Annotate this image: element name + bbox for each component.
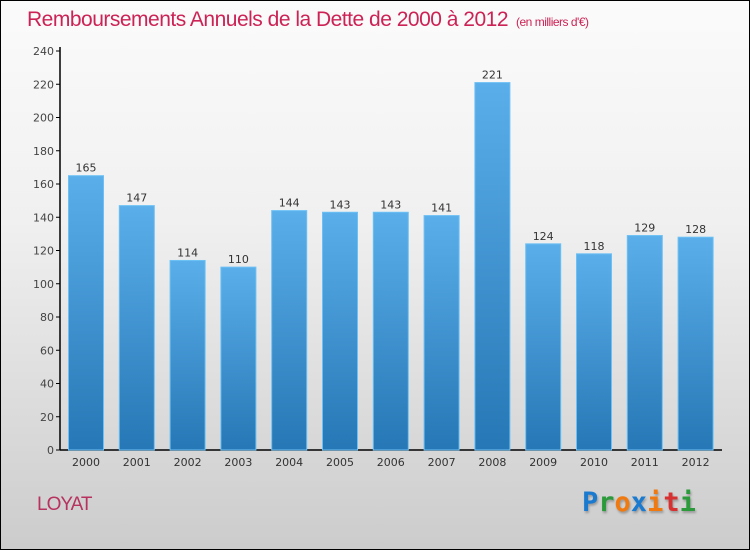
- data-label: 128: [685, 223, 706, 236]
- bar-2003: [220, 266, 257, 451]
- bar-2004: [271, 210, 308, 451]
- y-tick-label: 140: [33, 211, 54, 224]
- bar-2009: [525, 243, 562, 451]
- town-name: LOYAT: [37, 494, 92, 515]
- y-tick-label: 120: [33, 245, 54, 258]
- x-tick-label: 2007: [428, 456, 456, 469]
- y-tick-label: 80: [40, 311, 54, 324]
- x-tick-label: 2009: [529, 456, 557, 469]
- data-label: 114: [177, 246, 198, 259]
- y-tick-label: 0: [47, 444, 54, 457]
- bar-2012: [677, 236, 714, 451]
- data-label: 118: [584, 240, 605, 253]
- y-tick-label: 40: [40, 378, 54, 391]
- y-tick-label: 180: [33, 145, 54, 158]
- y-tick-label: 160: [33, 178, 54, 191]
- y-tick-label: 200: [33, 112, 54, 125]
- y-tick-label: 220: [33, 78, 54, 91]
- y-tick-label: 100: [33, 278, 54, 291]
- y-tick-label: 60: [40, 344, 54, 357]
- data-label: 221: [482, 69, 503, 82]
- bar-2000: [68, 175, 104, 451]
- y-tick-label: 240: [33, 45, 54, 58]
- x-tick-label: 2003: [224, 456, 252, 469]
- title-text: Remboursements Annuels de la Dette de 20…: [27, 8, 509, 31]
- bar-2010: [576, 253, 612, 451]
- bar-2007: [423, 215, 460, 451]
- x-tick-label: 2002: [174, 456, 202, 469]
- bar-2008: [474, 82, 511, 451]
- proxiti-logo: Proxiti: [582, 487, 696, 518]
- x-tick-label: 2008: [478, 456, 506, 469]
- bar-2002: [169, 259, 206, 451]
- chart-title: Remboursements Annuels de la Dette de 20…: [27, 8, 589, 32]
- data-label: 129: [634, 222, 655, 235]
- data-label: 110: [228, 253, 249, 266]
- x-tick-label: 2011: [631, 456, 659, 469]
- x-tick-label: 2010: [580, 456, 608, 469]
- bar-2001: [118, 205, 155, 451]
- data-label: 124: [533, 230, 554, 243]
- x-tick-label: 2001: [123, 456, 151, 469]
- bar-2006: [372, 211, 409, 451]
- x-tick-label: 2012: [682, 456, 710, 469]
- data-label: 143: [330, 198, 351, 211]
- data-label: 147: [126, 192, 147, 205]
- bar-2011: [626, 235, 663, 451]
- data-label: 144: [279, 197, 300, 210]
- data-label: 165: [76, 162, 97, 175]
- subtitle-text: (en milliers d'€): [516, 15, 589, 29]
- x-tick-label: 2000: [72, 456, 100, 469]
- data-label: 143: [380, 198, 401, 211]
- data-label: 141: [431, 202, 452, 215]
- x-tick-label: 2005: [326, 456, 354, 469]
- x-tick-label: 2006: [377, 456, 405, 469]
- x-tick-label: 2004: [275, 456, 303, 469]
- y-tick-label: 20: [40, 411, 54, 424]
- bar-2005: [322, 211, 358, 451]
